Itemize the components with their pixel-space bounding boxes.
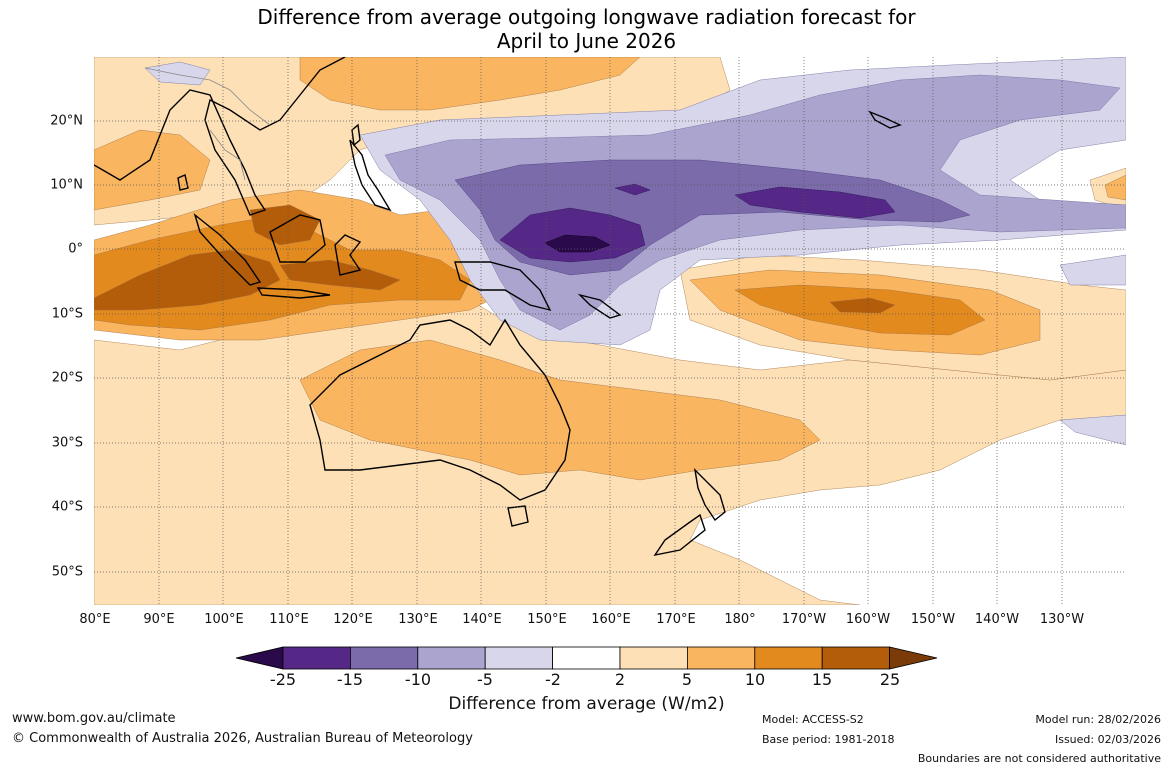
lat-tick-label: 10°N	[50, 177, 83, 193]
lon-tick-label: 130°W	[1039, 612, 1085, 627]
colorbar-label: 5	[681, 670, 693, 689]
lon-tick-label: 180°	[724, 612, 756, 627]
colorbar-swatch-below-min	[235, 646, 284, 670]
anomaly-region-very-strong-positive-maritime	[94, 249, 281, 311]
coast-java	[256, 287, 331, 299]
lon-tick-label: 170°E	[656, 612, 696, 627]
lat-tick-label: 30°S	[51, 435, 83, 451]
copyright-text: © Commonwealth of Australia 2026, Austra…	[12, 731, 473, 746]
coast-borneo	[269, 214, 326, 263]
colorbar-label: -10	[404, 670, 432, 689]
graticule	[94, 57, 1126, 605]
coast-new-zealand-north	[693, 467, 726, 522]
colorbar-label: 25	[879, 670, 901, 689]
colorbar-label: -2	[545, 670, 561, 689]
anomaly-region-moderate-positive-australia	[299, 339, 821, 481]
anomaly-region-weak-negative-east	[1059, 254, 1126, 286]
lon-tick-label: 140°E	[462, 612, 502, 627]
colorbar-swatch-above-max	[889, 646, 938, 670]
coast-tasmania	[507, 505, 529, 527]
coast-australia	[309, 318, 571, 501]
colorbar	[235, 646, 938, 670]
coast-sri-lanka	[177, 174, 189, 191]
coast-taiwan	[351, 123, 361, 147]
country-borders	[144, 67, 271, 181]
anomaly-region-very-strong-positive-east	[829, 297, 896, 314]
coast-hawaii	[868, 110, 902, 129]
colorbar-swatch-2	[417, 646, 486, 670]
colorbar-label: 2	[614, 670, 626, 689]
coast-new-guinea	[454, 261, 552, 312]
coast-solomon	[577, 293, 622, 319]
lon-tick-label: 100°E	[204, 612, 244, 627]
model-name: Model: ACCESS-S2	[762, 713, 864, 726]
lon-tick-label: 170°W	[781, 612, 827, 627]
lon-tick-label: 110°E	[269, 612, 309, 627]
colorbar-swatch-5	[619, 646, 688, 670]
model-run-date: Model run: 28/02/2026	[1035, 713, 1161, 726]
coast-asia-mainland	[94, 57, 346, 216]
base-period: Base period: 1981-2018	[762, 733, 895, 746]
colorbar-swatch-1	[349, 646, 419, 670]
lon-tick-label: 150°E	[527, 612, 567, 627]
coastlines	[94, 57, 902, 557]
colorbar-swatch-7	[754, 646, 823, 670]
anomaly-field	[94, 57, 1126, 605]
anomaly-region-very-strong-negative-central-pacific	[734, 186, 896, 219]
colorbar-label: 15	[811, 670, 833, 689]
lat-tick-label: 40°S	[51, 499, 83, 515]
lat-tick-label: 0°	[68, 241, 83, 257]
website-link[interactable]: www.bom.gov.au/climate	[12, 711, 176, 726]
lon-tick-label: 80°E	[79, 612, 111, 627]
colorbar-label: -5	[477, 670, 493, 689]
coast-new-zealand-south	[653, 513, 706, 557]
anomaly-region-moderate-positive-north	[299, 57, 641, 111]
map-title-line1: Difference from average outgoing longwav…	[257, 5, 916, 29]
map-title-line2: April to June 2026	[496, 29, 677, 53]
colorbar-swatch-4	[552, 646, 621, 670]
colorbar-label: -25	[269, 670, 297, 689]
lon-tick-label: 160°W	[845, 612, 891, 627]
issued-date: Issued: 02/03/2026	[1054, 733, 1161, 746]
boundary-disclaimer: Boundaries are not considered authoritat…	[917, 752, 1161, 765]
lat-tick-label: 20°S	[51, 370, 83, 386]
lon-tick-label: 90°E	[143, 612, 175, 627]
coast-sulawesi	[334, 234, 362, 276]
colorbar-title: Difference from average (W/m2)	[448, 694, 725, 714]
lon-tick-label: 130°E	[398, 612, 438, 627]
anomaly-region-weak-negative-himalaya	[144, 61, 211, 86]
lat-tick-label: 50°S	[51, 564, 83, 580]
border-asia	[144, 67, 271, 126]
lat-tick-label: 10°S	[51, 306, 83, 322]
lon-tick-label: 120°E	[333, 612, 373, 627]
coast-philippines	[349, 139, 392, 212]
colorbar-swatch-0	[282, 646, 351, 670]
coast-sumatra	[193, 213, 262, 286]
colorbar-label: 10	[744, 670, 766, 689]
anomaly-region-moderate-positive-far-east	[1104, 174, 1126, 201]
border-indochina	[209, 129, 246, 181]
anomaly-region-very-strong-negative-west-pacific	[499, 207, 646, 263]
lon-tick-label: 150°W	[910, 612, 956, 627]
anomaly-region-weak-negative-south	[1059, 414, 1126, 446]
lon-tick-label: 160°E	[591, 612, 631, 627]
lat-tick-label: 20°N	[50, 113, 83, 129]
colorbar-swatch-3	[484, 646, 554, 670]
lon-tick-label: 140°W	[974, 612, 1020, 627]
colorbar-swatch-8	[821, 646, 891, 670]
colorbar-swatch-6	[687, 646, 756, 670]
anomaly-region-extreme-negative	[544, 234, 611, 253]
colorbar-label: -15	[336, 670, 364, 689]
